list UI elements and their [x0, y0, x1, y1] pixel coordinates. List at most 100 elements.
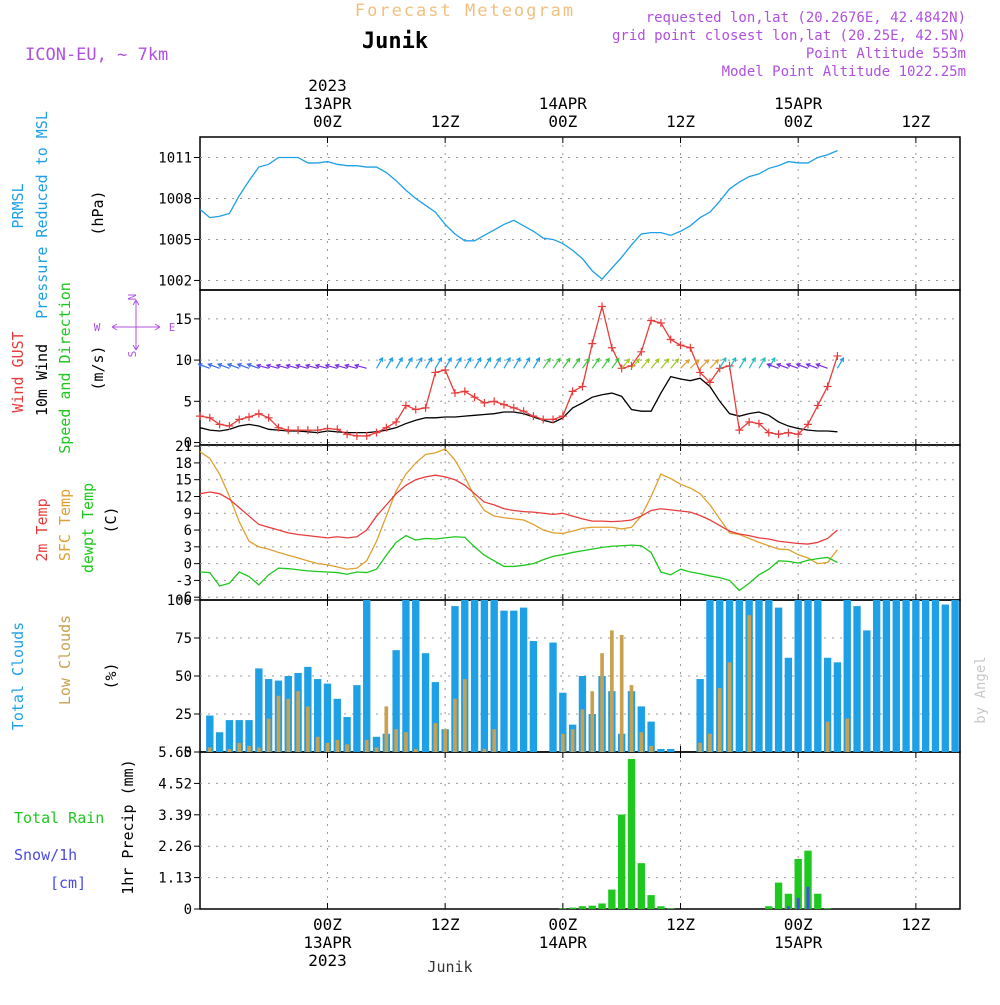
wind-direction-arrow [344, 363, 358, 369]
total-cloud-bar [480, 600, 489, 752]
total-cloud-bar [402, 600, 410, 752]
top-time-label: 13APR [303, 94, 352, 113]
total-cloud-bar [951, 600, 959, 752]
gust-marker [656, 318, 665, 327]
wind-direction-arrow [836, 356, 845, 369]
wind-direction-arrow [611, 357, 620, 369]
total-cloud-bar [922, 600, 930, 752]
wind-direction-arrow [680, 358, 690, 369]
total-cloud-bar [823, 657, 832, 752]
gust-marker [686, 343, 695, 352]
temp-ytick-label: 21 [175, 439, 192, 455]
wind-direction-arrow [552, 357, 561, 369]
temp-ytick-label: 15 [175, 473, 192, 489]
gust-marker [205, 413, 214, 422]
low-cloud-bar [649, 745, 653, 752]
wind-ytick-label: 10 [175, 353, 192, 369]
rain-bar [804, 850, 812, 909]
wind-direction-arrow [689, 358, 700, 369]
wind-direction-arrow [699, 358, 710, 369]
wind-speed-direction-label: Speed and Direction [56, 282, 74, 454]
total-cloud-bar [814, 600, 822, 752]
total-cloud-bar [500, 610, 508, 752]
low-cloud-bar [825, 721, 830, 752]
low-cloud-bar [482, 748, 487, 752]
gust-marker [431, 368, 440, 377]
temp-ytick-label: 12 [175, 489, 192, 505]
rain-bar [618, 814, 626, 909]
total-cloud-bar [657, 748, 665, 752]
wind-direction-arrow [464, 356, 472, 369]
low-cloud-bar [600, 653, 604, 752]
wind-direction-arrow [562, 357, 571, 369]
clouds-ytick-label: 0 [184, 745, 192, 761]
gust-marker [705, 378, 714, 387]
footer-location-label: Junik [427, 958, 472, 976]
top-time-label: 00Z [313, 112, 342, 131]
gust-marker [294, 426, 303, 435]
total-cloud-bar [549, 642, 557, 752]
wind-direction-arrow [493, 356, 501, 369]
gust-marker [696, 368, 705, 377]
compass-n: N [126, 294, 139, 301]
gust-marker [421, 403, 430, 412]
gust-marker [254, 409, 263, 418]
total-cloud-bar [931, 600, 940, 752]
gust-marker [284, 426, 293, 435]
low-cloud-bar [570, 729, 575, 752]
low-cloud-bar [610, 630, 614, 752]
pressure-ytick-label: 1011 [158, 150, 192, 166]
gust-marker [725, 361, 734, 370]
low-cloud-bar [276, 695, 281, 752]
wind-direction-arrow [523, 356, 531, 369]
wind-direction-arrow [304, 363, 318, 369]
wind-direction-arrow [513, 356, 521, 369]
bottom-time-label: 00Z [313, 915, 342, 934]
wind-direction-arrow [197, 363, 211, 369]
wind-direction-arrow [425, 356, 433, 369]
total-cloud-bar [470, 600, 479, 752]
precip-ytick-label: 4.52 [158, 776, 192, 792]
bottom-time-label: 2023 [308, 951, 347, 970]
total-cloud-bar [912, 600, 920, 752]
compass-s: S [126, 351, 139, 358]
wind-direction-arrow [650, 358, 660, 369]
total-cloud-bar [264, 679, 273, 752]
gust-marker [568, 387, 577, 396]
temp-ytick-label: -6 [175, 590, 192, 606]
low-cloud-bar [717, 688, 722, 752]
chart-title: Forecast Meteogram [355, 1, 575, 21]
pressure-unit-label: (hPa) [89, 190, 107, 235]
low-cloud-bar [698, 742, 702, 752]
snow-label: Snow/1h [14, 846, 77, 864]
gust-marker [264, 413, 273, 422]
gust-marker [647, 316, 656, 325]
low-cloud-bar [394, 729, 398, 752]
gust-marker [470, 393, 479, 402]
sfc-temp-line [199, 448, 838, 570]
snow-bar [806, 886, 810, 909]
clouds-ytick-label: 25 [175, 707, 192, 723]
total-cloud-bar [872, 600, 881, 752]
gust-marker [500, 400, 508, 409]
gust-marker [598, 302, 607, 311]
wind-direction-arrow [295, 363, 309, 369]
gust-marker [754, 419, 763, 428]
wind-direction-arrow [542, 357, 551, 369]
low-cloud-bar [561, 733, 565, 752]
gust-marker [196, 412, 204, 421]
top-time-label: 15APR [774, 94, 823, 113]
gust-marker [411, 405, 420, 414]
wind-direction-arrow [415, 356, 423, 369]
wind-direction-arrow [621, 358, 631, 369]
wind-direction-arrow [375, 356, 384, 369]
total-cloud-bar [412, 600, 420, 752]
gust-marker [372, 428, 381, 437]
low-cloud-bar [364, 739, 369, 752]
gust-marker [676, 341, 685, 350]
total-cloud-bar [559, 692, 567, 752]
twom-temp-line [199, 474, 838, 545]
gust-marker [833, 351, 842, 360]
low-clouds-label: Low Clouds [56, 615, 74, 705]
